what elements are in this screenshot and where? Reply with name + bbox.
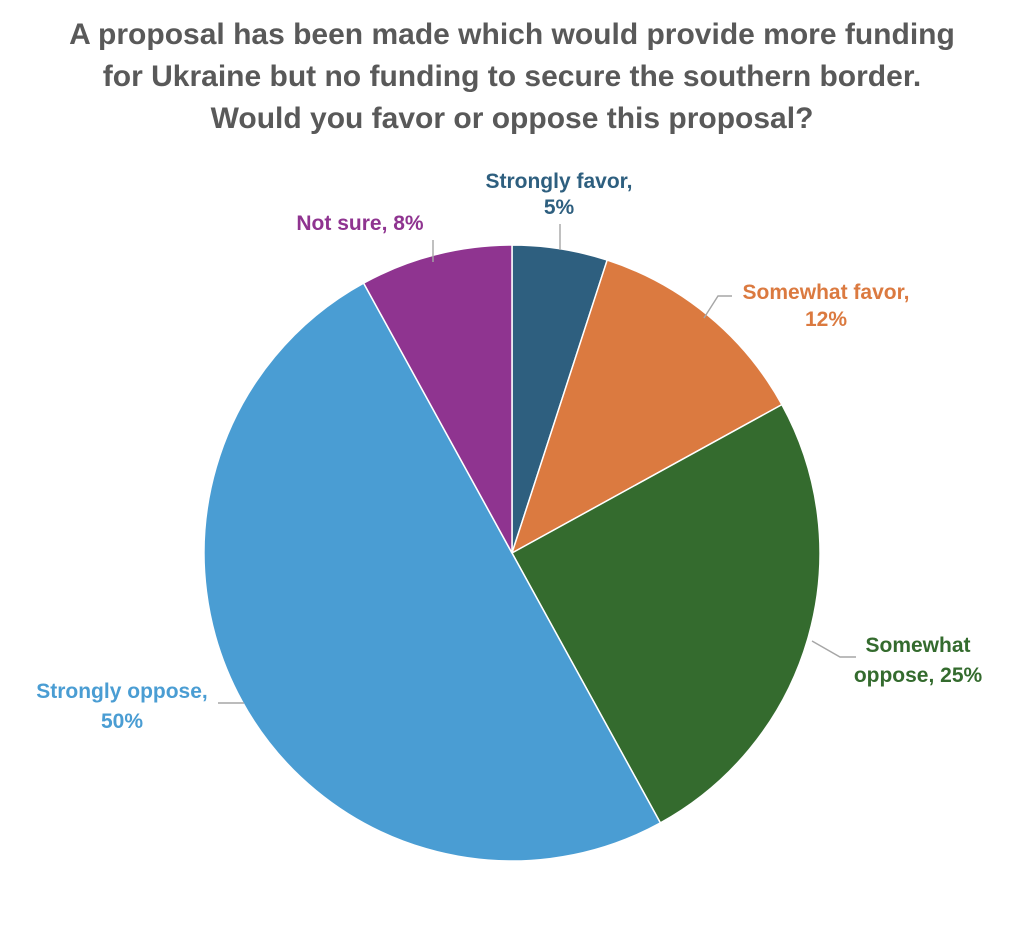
data-label-line: 50%: [101, 710, 143, 733]
pie-slice-strongly-oppose: [203, 282, 662, 862]
pie-slice-somewhat-oppose: [510, 403, 821, 824]
data-label-somewhat-oppose: Somewhat oppose, 25%: [854, 634, 983, 687]
data-label-line: Somewhat favor,: [743, 281, 910, 304]
data-label-line: oppose, 25%: [854, 664, 983, 687]
data-label-line: Strongly oppose,: [36, 680, 208, 703]
slices-layer: [203, 244, 821, 862]
data-label-line: Strongly favor,: [485, 170, 632, 193]
pie-slice-not-sure: [362, 244, 513, 554]
leader-lines-layer: [218, 224, 856, 704]
data-label-line: Not sure, 8%: [296, 212, 424, 235]
data-label-somewhat-favor: Somewhat favor, 12%: [743, 281, 910, 331]
leader-line-somewhat-favor: [703, 295, 732, 319]
pie-slice-somewhat-favor: [510, 259, 783, 555]
labels-layer: Strongly favor, 5%Somewhat favor, 12%Somew…: [36, 170, 982, 733]
data-label-line: 5%: [544, 196, 575, 219]
leader-line-somewhat-oppose: [811, 640, 856, 658]
data-label-line: 12%: [805, 308, 847, 331]
chart-title: A proposal has been made which would pro…: [69, 18, 955, 135]
data-label-not-sure: Not sure, 8%: [296, 212, 424, 235]
data-label-strongly-oppose: Strongly oppose, 50%: [36, 680, 208, 733]
data-label-line: Somewhat: [865, 634, 970, 657]
data-label-strongly-favor: Strongly favor, 5%: [485, 170, 632, 219]
